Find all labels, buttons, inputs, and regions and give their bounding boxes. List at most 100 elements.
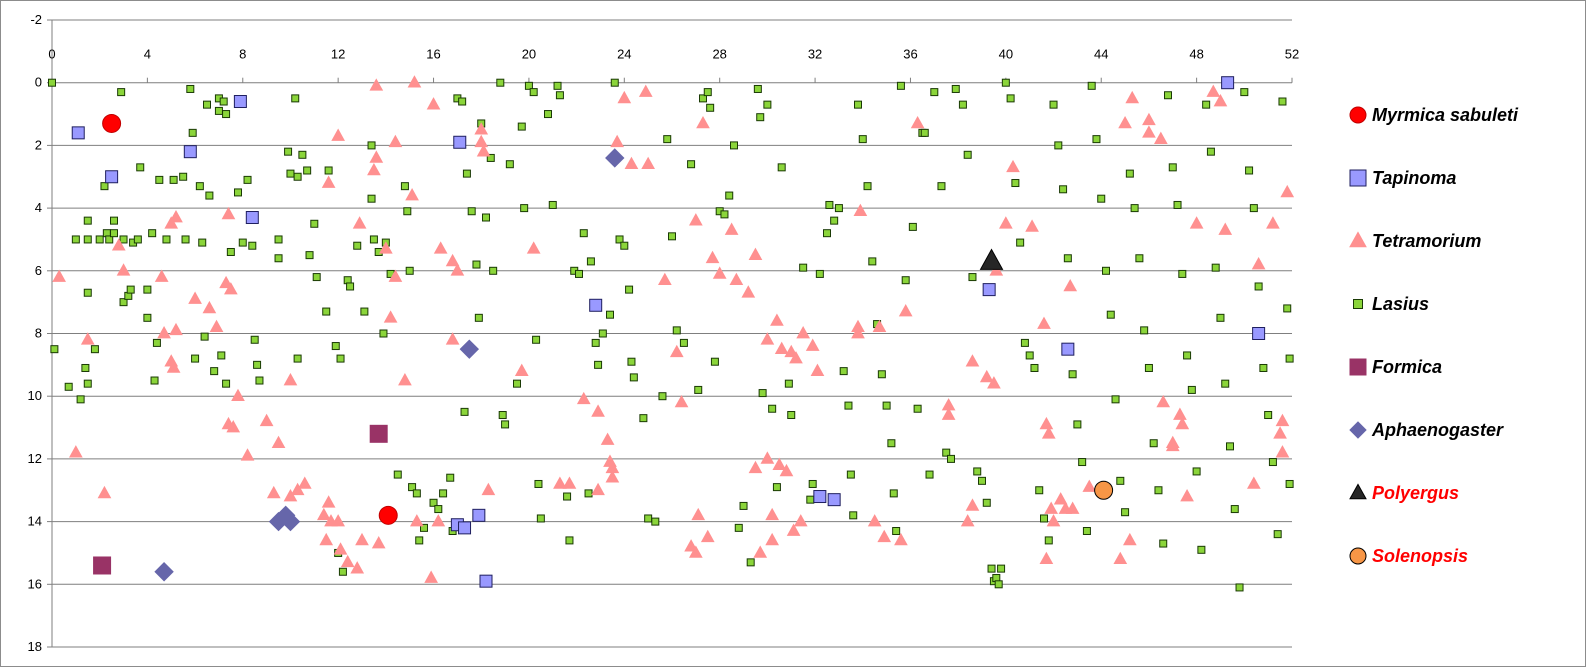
point-lasius [739, 501, 748, 510]
point-lasius [1130, 204, 1139, 213]
point-tapinoma [1252, 327, 1266, 340]
point-lasius [629, 373, 638, 382]
point-tetramorium [600, 432, 615, 445]
point-lasius [565, 536, 574, 545]
point-lasius [412, 489, 421, 498]
point-lasius [1216, 313, 1225, 322]
point-tetramorium [669, 344, 684, 358]
point-lasius [238, 238, 247, 247]
point-lasius [186, 84, 195, 93]
plot-points [48, 75, 1295, 592]
point-lasius [591, 338, 600, 347]
point-lasius [703, 88, 712, 97]
point-lasius [188, 128, 197, 137]
point-tetramorium [1041, 426, 1056, 439]
point-tetramorium [476, 144, 491, 157]
point-tetramorium [1046, 514, 1061, 527]
point-lasius [1020, 338, 1029, 347]
point-tetramorium [1153, 131, 1168, 144]
point-tetramorium [409, 514, 424, 527]
point-tetramorium [1156, 394, 1171, 408]
point-lasius [83, 288, 92, 297]
point-lasius [162, 235, 171, 244]
point-tetramorium [1142, 112, 1156, 126]
point-lasius [119, 235, 128, 244]
x-axis-ticks: 0 4 8 12 16 20 24 28 32 36 40 44 48 52 [48, 47, 1299, 83]
point-lasius [978, 476, 986, 485]
point-tetramorium [696, 115, 710, 129]
point-tetramorium [321, 175, 336, 188]
point-tetramorium [1122, 532, 1137, 546]
point-tetramorium [1246, 476, 1261, 489]
point-lasius [234, 188, 242, 197]
point-tetramorium [998, 216, 1013, 229]
point-lasius [48, 78, 56, 87]
point-lasius [579, 229, 588, 238]
point-tetramorium [851, 325, 865, 339]
point-lasius [644, 514, 653, 523]
point-tetramorium [1275, 445, 1290, 458]
point-tetramorium [424, 570, 439, 583]
point-lasius [367, 194, 376, 203]
point-tetramorium [316, 507, 331, 521]
point-lasius [720, 210, 729, 219]
point-tetramorium [765, 507, 780, 521]
point-polyergus [979, 248, 1004, 270]
point-lasius [100, 182, 109, 191]
point-lasius [758, 389, 767, 398]
point-lasius [1264, 411, 1273, 420]
y-tick-label: 10 [28, 388, 42, 403]
point-lasius [403, 207, 412, 216]
point-tetramorium [367, 162, 381, 176]
point-lasius [119, 298, 128, 307]
point-lasius [844, 401, 853, 410]
y-tick-label: 18 [28, 639, 42, 654]
point-tetramorium [1165, 438, 1180, 452]
x-tick-label: 44 [1094, 47, 1108, 62]
point-tetramorium [355, 532, 369, 546]
point-tetramorium [52, 269, 67, 282]
legend-item-tapinoma: Tapinoma [1349, 168, 1456, 188]
point-lasius [699, 94, 707, 103]
point-lasius [379, 329, 388, 338]
point-lasius [1063, 254, 1072, 263]
point-tetramorium [1037, 316, 1051, 329]
point-lasius [524, 81, 533, 90]
point-lasius [71, 235, 80, 244]
legend-marker-myrmica-sabuleti [1349, 106, 1367, 124]
point-lasius [994, 580, 1003, 589]
point-lasius [1082, 527, 1091, 536]
legend-marker-tapinoma [1349, 169, 1367, 187]
x-tick-label: 20 [522, 47, 536, 62]
point-tetramorium [169, 322, 183, 336]
point-tetramorium [576, 391, 591, 405]
point-lasius [1040, 514, 1048, 523]
series-polyergus [979, 248, 1004, 270]
point-tapinoma [453, 135, 467, 149]
point-tetramorium [283, 489, 298, 502]
point-tetramorium [705, 250, 720, 264]
point-lasius [76, 395, 85, 404]
point-lasius [284, 147, 293, 156]
series-aphaenogaster [154, 148, 625, 582]
x-tick-label: 36 [903, 47, 917, 62]
point-tetramorium [1206, 84, 1221, 97]
point-lasius [555, 91, 564, 100]
point-lasius [439, 489, 448, 498]
point-tetramorium [350, 561, 365, 574]
point-lasius [498, 411, 507, 420]
point-lasius [393, 470, 402, 479]
point-tetramorium [1063, 278, 1078, 292]
legend-item-aphaenogaster: Aphaenogaster [1349, 420, 1504, 440]
point-lasius [90, 345, 99, 354]
point-lasius [346, 282, 355, 291]
point-lasius [1226, 442, 1234, 451]
point-tapinoma [827, 493, 841, 507]
point-lasius [625, 285, 634, 294]
point-lasius [205, 191, 214, 200]
point-formica [93, 556, 112, 575]
point-tetramorium [960, 514, 975, 527]
point-lasius [651, 517, 660, 526]
point-lasius [548, 200, 557, 209]
point-tetramorium [1180, 489, 1194, 502]
